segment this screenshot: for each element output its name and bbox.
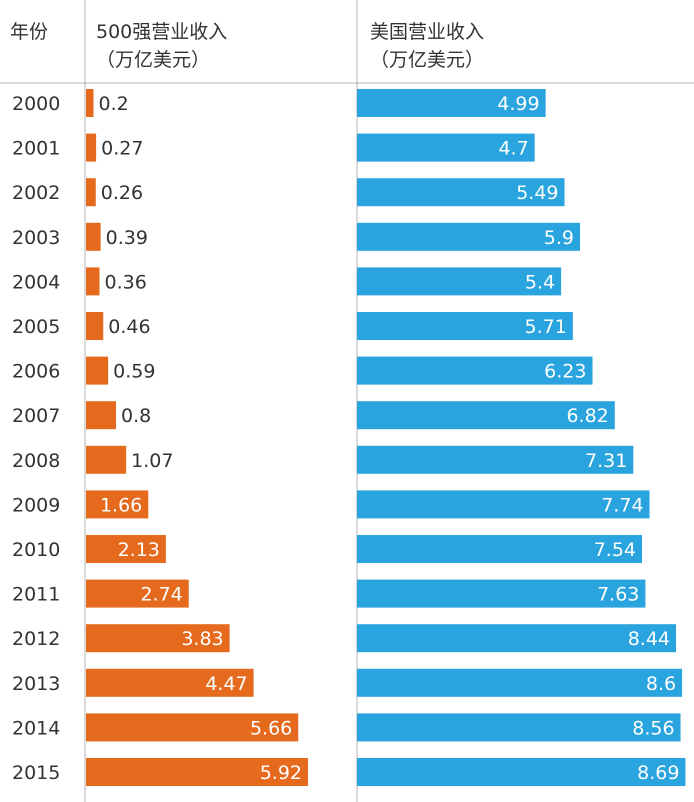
left-bar [86, 668, 254, 697]
year-label: 2013 [12, 673, 60, 695]
right-bar-value: 4.99 [497, 93, 539, 115]
left-bar [86, 445, 127, 474]
right-bar [357, 222, 581, 251]
right-bar-value: 5.71 [525, 316, 567, 338]
year-label: 2004 [12, 271, 60, 293]
right-bar-value: 8.69 [637, 762, 679, 784]
year-label: 2002 [12, 182, 60, 204]
left-bar-value: 0.46 [108, 316, 150, 338]
header: 年份 500强营业收入 （万亿美元） 美国营业收入 （万亿美元） [10, 21, 484, 71]
right-bar-value: 5.4 [525, 271, 555, 293]
right-bar-value: 5.9 [544, 227, 574, 249]
right-bar [357, 713, 681, 742]
right-bar [357, 356, 593, 385]
year-label: 2005 [12, 316, 60, 338]
year-label: 2000 [12, 93, 60, 115]
right-bar-value: 8.6 [646, 673, 676, 695]
left-bar [86, 356, 109, 385]
left-bar [86, 267, 100, 296]
left-bar [86, 401, 116, 430]
right-bar-value: 7.54 [594, 539, 636, 561]
year-label: 2010 [12, 539, 60, 561]
left-bar-value: 5.92 [260, 762, 302, 784]
right-bar [357, 133, 535, 162]
year-label: 2009 [12, 494, 60, 516]
left-bar [86, 222, 101, 251]
year-label: 2003 [12, 227, 60, 249]
right-bar [357, 758, 686, 786]
left-column-title: 500强营业收入 [96, 21, 227, 43]
left-bar [86, 312, 104, 340]
right-bar-value: 4.7 [498, 138, 528, 160]
right-column-unit: （万亿美元） [370, 49, 484, 71]
year-label: 2008 [12, 450, 60, 472]
right-bar [357, 401, 615, 430]
left-bar-value: 4.47 [205, 673, 247, 695]
year-label: 2007 [12, 405, 60, 427]
right-bar [357, 312, 573, 340]
left-bar-value: 2.13 [118, 539, 160, 561]
right-bar-value: 6.82 [566, 405, 608, 427]
right-bar [357, 267, 562, 296]
left-bar [86, 535, 166, 563]
right-bar-value: 7.31 [585, 450, 627, 472]
right-bar-value: 7.74 [601, 494, 643, 516]
left-bar-value: 5.66 [250, 717, 292, 739]
left-bar-value: 0.59 [113, 361, 155, 383]
left-bar [86, 758, 308, 786]
year-label: 2006 [12, 361, 60, 383]
left-bar-value: 0.27 [101, 138, 143, 160]
left-bar-value: 1.07 [131, 450, 173, 472]
right-bar [357, 579, 646, 608]
right-bar [357, 624, 677, 653]
right-bar [357, 535, 643, 563]
right-bar [357, 445, 634, 474]
right-bar [357, 668, 683, 697]
year-label: 2014 [12, 717, 60, 739]
right-bar-value: 6.23 [544, 361, 586, 383]
left-bar-value: 0.36 [105, 271, 147, 293]
left-bar-value: 1.66 [100, 494, 142, 516]
year-label: 2011 [12, 584, 60, 606]
year-label: 2001 [12, 138, 60, 160]
left-bar [86, 490, 149, 519]
left-bar [86, 579, 189, 608]
right-bar [357, 490, 650, 519]
chart-rows: 2000 0.2 4.99 2001 0.27 4.7 2002 0.26 5.49 2003 0.… [12, 89, 686, 786]
left-bar [86, 89, 94, 117]
right-bar [357, 89, 546, 117]
left-bar-value: 0.2 [99, 93, 129, 115]
left-bar [86, 713, 299, 742]
year-label: 2012 [12, 628, 60, 650]
left-bar [86, 178, 96, 207]
right-bar-value: 8.56 [632, 717, 674, 739]
left-bar-value: 0.39 [106, 227, 148, 249]
right-bar-value: 5.49 [516, 182, 558, 204]
left-bar [86, 624, 230, 653]
left-bar-value: 0.8 [121, 405, 151, 427]
right-bar-value: 7.63 [597, 584, 639, 606]
right-column-title: 美国营业收入 [370, 21, 484, 43]
left-bar [86, 133, 97, 162]
year-label: 2015 [12, 762, 60, 784]
left-bar-value: 0.26 [101, 182, 143, 204]
left-column-unit: （万亿美元） [96, 49, 210, 71]
right-bar-value: 8.44 [628, 628, 670, 650]
right-bar [357, 178, 565, 207]
left-bar-value: 2.74 [140, 584, 182, 606]
year-column-header: 年份 [10, 21, 48, 43]
left-bar-value: 3.83 [181, 628, 223, 650]
